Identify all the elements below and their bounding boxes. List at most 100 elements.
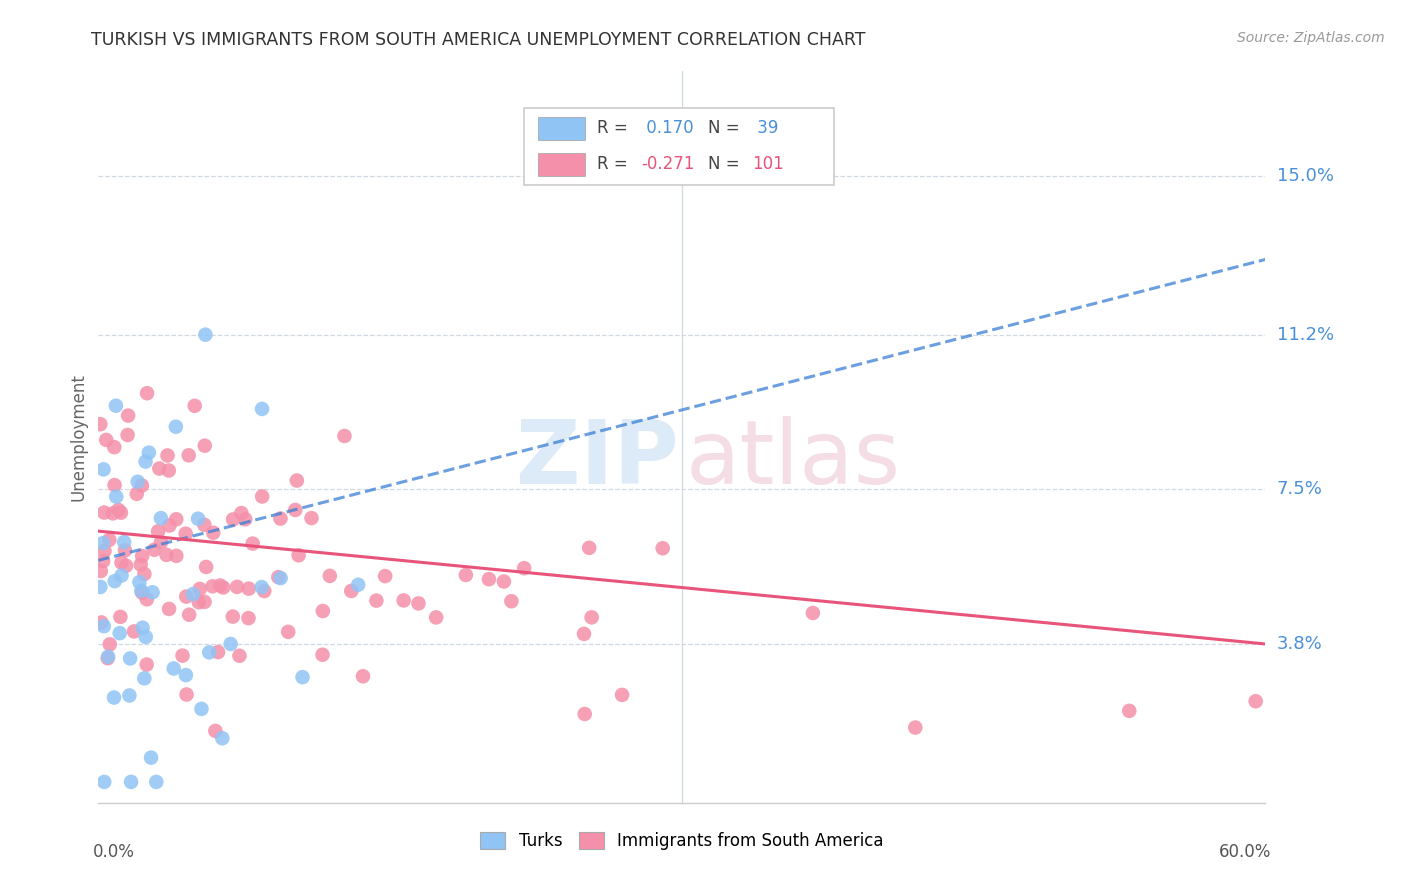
Point bbox=[110, 556, 132, 570]
Point bbox=[101, 507, 124, 521]
Point bbox=[91, 554, 114, 568]
Point bbox=[110, 568, 132, 582]
Point bbox=[651, 541, 673, 556]
Point bbox=[108, 626, 131, 640]
Point bbox=[312, 604, 335, 618]
Point bbox=[103, 690, 125, 705]
Point bbox=[179, 607, 201, 622]
Legend: Turks, Immigrants from South America: Turks, Immigrants from South America bbox=[474, 825, 890, 856]
Point bbox=[574, 706, 596, 721]
Point bbox=[513, 561, 536, 575]
Point bbox=[347, 578, 370, 592]
Point bbox=[93, 619, 115, 633]
Point bbox=[93, 775, 115, 789]
Point bbox=[93, 462, 115, 476]
Point bbox=[581, 610, 603, 624]
Point bbox=[165, 549, 187, 563]
Point bbox=[135, 592, 157, 607]
Point bbox=[1244, 694, 1267, 708]
Point bbox=[110, 506, 132, 520]
Point bbox=[97, 651, 120, 665]
Text: -0.271: -0.271 bbox=[641, 155, 695, 173]
Point bbox=[90, 615, 112, 630]
Point bbox=[250, 580, 273, 594]
Point bbox=[107, 503, 129, 517]
Point bbox=[118, 689, 141, 703]
Point bbox=[253, 584, 276, 599]
Point bbox=[159, 518, 181, 533]
Text: atlas: atlas bbox=[685, 416, 900, 502]
Point bbox=[277, 624, 299, 639]
Point bbox=[172, 648, 194, 663]
Point bbox=[122, 624, 145, 639]
Point bbox=[270, 571, 292, 585]
Point bbox=[195, 560, 218, 574]
Point bbox=[285, 474, 308, 488]
Point bbox=[188, 582, 211, 596]
Point bbox=[89, 417, 111, 432]
Point bbox=[117, 428, 139, 442]
Text: 15.0%: 15.0% bbox=[1277, 167, 1333, 185]
Point bbox=[120, 775, 142, 789]
Point bbox=[194, 439, 217, 453]
Point bbox=[105, 490, 128, 504]
Point bbox=[578, 541, 600, 555]
Text: N =: N = bbox=[707, 120, 744, 137]
Point bbox=[176, 688, 198, 702]
Point bbox=[104, 399, 127, 413]
Point bbox=[374, 569, 396, 583]
Point bbox=[366, 593, 388, 607]
Point bbox=[157, 463, 180, 477]
Point bbox=[174, 526, 197, 541]
Point bbox=[610, 688, 633, 702]
Point bbox=[128, 575, 150, 590]
Point bbox=[190, 702, 212, 716]
Point bbox=[291, 670, 314, 684]
Point bbox=[103, 440, 125, 454]
Point bbox=[157, 602, 180, 616]
Point bbox=[129, 558, 152, 572]
Point bbox=[110, 610, 132, 624]
Point bbox=[425, 610, 447, 624]
Point bbox=[174, 590, 197, 604]
Point bbox=[238, 611, 260, 625]
Point bbox=[801, 606, 824, 620]
Point bbox=[112, 535, 135, 549]
Point bbox=[231, 506, 253, 520]
Point bbox=[250, 490, 273, 504]
Point bbox=[207, 645, 229, 659]
Point bbox=[138, 445, 160, 459]
Point bbox=[127, 475, 149, 489]
Point bbox=[333, 429, 356, 443]
Point bbox=[131, 549, 153, 563]
Point bbox=[187, 595, 209, 609]
Point bbox=[120, 651, 142, 665]
Point bbox=[242, 536, 264, 550]
Point bbox=[91, 536, 114, 550]
Point bbox=[98, 637, 121, 651]
Point bbox=[90, 564, 112, 578]
Point bbox=[904, 721, 927, 735]
Point bbox=[131, 621, 153, 635]
Point bbox=[187, 512, 209, 526]
Point bbox=[143, 542, 166, 557]
Point bbox=[193, 517, 215, 532]
Text: 7.5%: 7.5% bbox=[1277, 480, 1323, 499]
Text: 3.8%: 3.8% bbox=[1277, 635, 1322, 653]
Point bbox=[228, 648, 250, 663]
Text: 60.0%: 60.0% bbox=[1219, 843, 1271, 861]
Point bbox=[125, 487, 148, 501]
Point bbox=[181, 587, 204, 601]
Point bbox=[198, 645, 221, 659]
Point bbox=[177, 448, 200, 462]
Point bbox=[114, 543, 136, 558]
Point bbox=[135, 630, 157, 644]
Point bbox=[454, 568, 477, 582]
Point bbox=[89, 580, 111, 594]
Point bbox=[222, 512, 245, 526]
Text: ZIP: ZIP bbox=[516, 416, 679, 502]
Point bbox=[131, 585, 153, 599]
Point bbox=[146, 524, 169, 539]
Point bbox=[165, 512, 187, 526]
Point bbox=[204, 723, 226, 738]
